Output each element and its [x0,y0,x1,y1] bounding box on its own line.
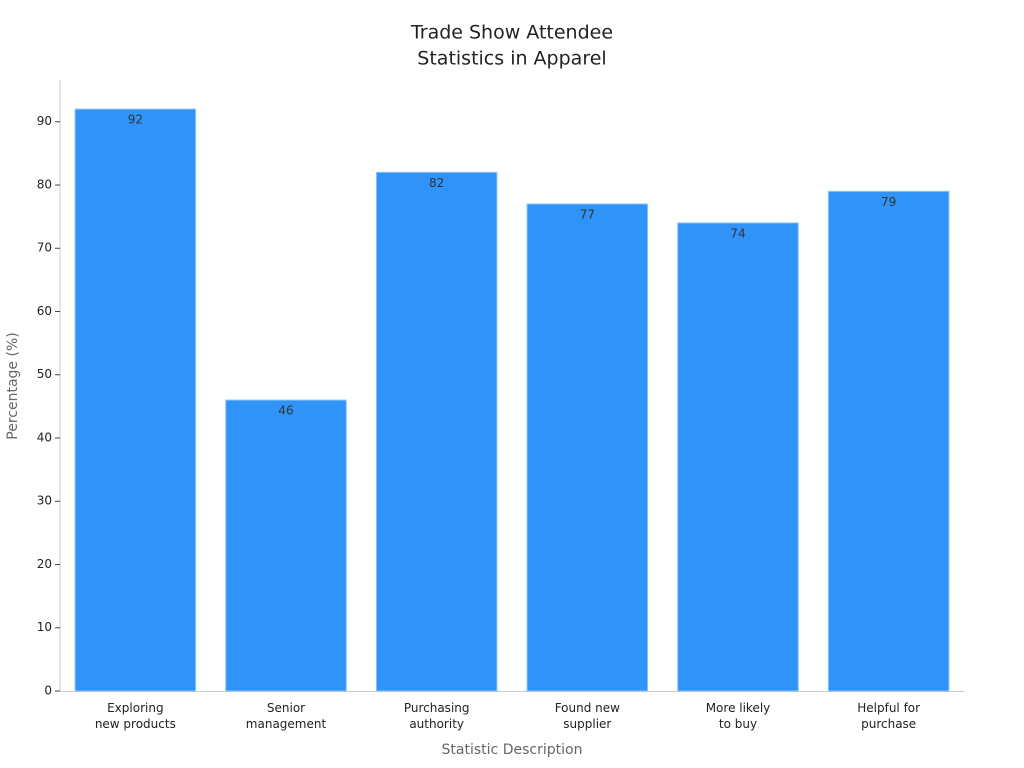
bar [827,190,950,692]
x-tick-label: Found new supplier [555,701,620,731]
value-label: 82 [429,176,444,190]
x-tick-label: Purchasing authority [404,701,470,731]
x-tick-label: Exploring new products [95,701,176,731]
y-tick-label: 20 [37,557,52,571]
y-axis-label: Percentage (%) [5,332,21,439]
x-axis-label: Statistic Description [442,742,583,758]
x-tick-label: More likely to buy [706,701,771,731]
chart-title: Trade Show Attendee [410,22,613,44]
bar [74,108,197,692]
value-label: 92 [128,113,143,127]
chart-title: Statistics in Apparel [417,48,606,70]
value-label: 74 [730,226,745,240]
bar [526,203,649,692]
value-label: 46 [278,404,293,418]
x-tick-label: Helpful for purchase [857,701,920,731]
x-tick-label: Senior management [246,701,327,731]
value-label: 79 [881,195,896,209]
bar [225,399,347,692]
y-tick-label: 10 [37,620,52,634]
y-tick-label: 90 [37,114,52,128]
y-tick-label: 50 [37,367,52,381]
y-tick-label: 40 [37,430,52,444]
y-tick-label: 0 [44,684,52,698]
y-tick-label: 30 [37,494,52,508]
y-tick-label: 70 [37,241,52,255]
bar [375,171,498,692]
bar [677,222,799,692]
y-tick-label: 80 [37,177,52,191]
y-tick-label: 60 [37,304,52,318]
value-label: 77 [580,207,595,221]
